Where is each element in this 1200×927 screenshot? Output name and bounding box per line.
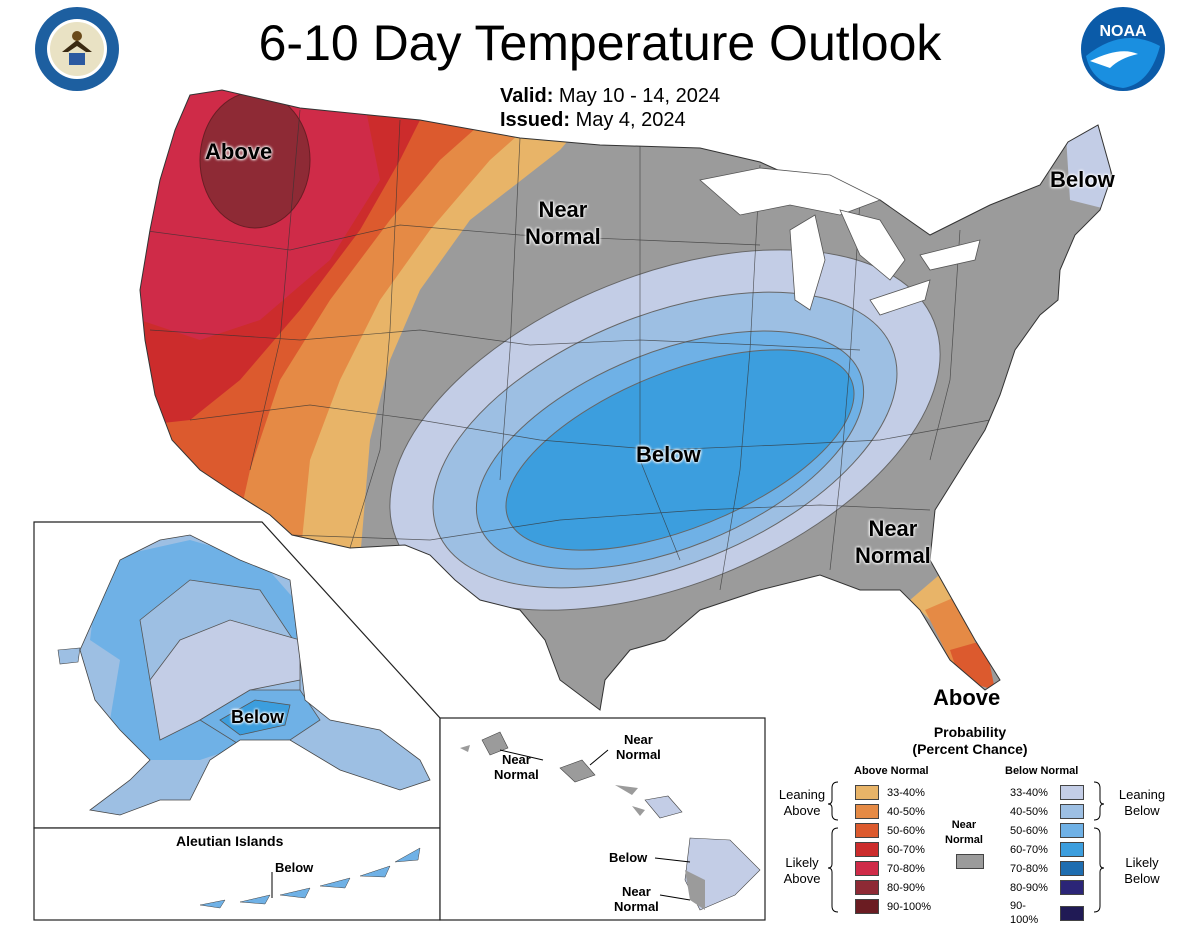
label-northeast: Below — [1050, 167, 1115, 192]
legend-below-swatch — [1060, 861, 1084, 876]
legend-above-range: 33-40% — [887, 786, 925, 799]
legend-likely-below: Likely Below — [1124, 855, 1160, 886]
legend-above-row: 70-80% — [855, 861, 925, 876]
legend-below-row: 80-90% — [1010, 880, 1084, 895]
legend-below-row: 40-50% — [1010, 804, 1084, 819]
legend-above-header: Above Normal — [854, 765, 929, 777]
legend-near-swatch — [956, 854, 984, 869]
hawaii-inset — [439, 717, 766, 921]
legend-leaning-above: Leaning Above — [778, 787, 826, 818]
page-title: 6-10 Day Temperature Outlook — [258, 15, 942, 71]
issued-label: Issued: — [500, 109, 571, 131]
legend-above-swatch — [855, 880, 879, 895]
legend-below-range: 80-90% — [1010, 881, 1048, 894]
legend-leaning-below: Leaning Below — [1118, 787, 1166, 818]
legend-below-swatch — [1060, 785, 1084, 800]
label-southeast: Near Normal — [855, 516, 931, 568]
legend-below-swatch — [1060, 905, 1084, 921]
legend-above-row: 90-100% — [855, 899, 931, 914]
svg-text:NOAA: NOAA — [1099, 23, 1147, 40]
legend-below-range: 33-40% — [1010, 786, 1048, 799]
legend-above-swatch — [855, 804, 879, 819]
great-lakes — [699, 167, 981, 316]
legend-title: Probability (Percent Chance) — [912, 724, 1028, 757]
legend-below-swatch — [1060, 823, 1084, 838]
legend-below-range: 60-70% — [1010, 843, 1048, 856]
legend-above-range: 50-60% — [887, 824, 925, 837]
legend-above-row: 80-90% — [855, 880, 925, 895]
legend-above-swatch — [855, 899, 879, 914]
valid-label: Valid: — [500, 85, 554, 107]
legend-likely-above: Likely Above — [783, 855, 821, 886]
legend-below-range: 50-60% — [1010, 824, 1048, 837]
label-alaska: Below — [231, 707, 285, 727]
legend-below-swatch — [1060, 804, 1084, 819]
legend-above-range: 40-50% — [887, 805, 925, 818]
label-hawaii-oahu: Near Normal — [616, 732, 661, 762]
legend-above-swatch — [855, 861, 879, 876]
legend-below-swatch — [1060, 842, 1084, 857]
alaska-inset — [33, 521, 441, 921]
legend-above-row: 60-70% — [855, 842, 925, 857]
legend-above-range: 90-100% — [887, 900, 932, 913]
legend-below-row: 60-70% — [1010, 842, 1084, 857]
legend-below-range: 40-50% — [1010, 805, 1048, 818]
legend-above-range: 80-90% — [887, 881, 925, 894]
label-aleutian: Below — [275, 860, 314, 875]
legend-above-row: 40-50% — [855, 804, 925, 819]
legend-near-label: Near Normal — [945, 819, 983, 846]
valid-dates: Valid: May 10 - 14, 2024 Issued: May 4, … — [500, 84, 720, 132]
legend-below-row: 90-100% — [1010, 899, 1084, 927]
legend-below-swatch — [1060, 880, 1084, 895]
noaa-logo: NOAA — [1081, 7, 1165, 91]
legend-below-row: 50-60% — [1010, 823, 1084, 838]
legend-above-range: 70-80% — [887, 862, 925, 875]
label-florida: Above — [933, 685, 1001, 710]
legend-above-swatch — [855, 785, 879, 800]
legend-below-range: 70-80% — [1010, 862, 1048, 875]
label-hawaii-big-south: Near Normal — [614, 884, 659, 914]
legend-below-header: Below Normal — [1005, 765, 1079, 777]
legend-above-row: 33-40% — [855, 785, 925, 800]
issued-value: May 4, 2024 — [575, 109, 686, 131]
legend-above-swatch — [855, 842, 879, 857]
legend-below-row: 33-40% — [1010, 785, 1084, 800]
label-northwest: Above — [205, 139, 273, 164]
legend-below-row: 70-80% — [1010, 861, 1084, 876]
valid-value: May 10 - 14, 2024 — [558, 85, 721, 107]
label-hawaii-big: Below — [609, 850, 648, 865]
legend-below-range: 90-100% — [1010, 900, 1039, 926]
legend-above-swatch — [855, 823, 879, 838]
legend-above-range: 60-70% — [887, 843, 925, 856]
legend-above-row: 50-60% — [855, 823, 925, 838]
label-central: Below — [636, 442, 701, 467]
label-hawaii-west: Near Normal — [494, 752, 539, 782]
label-plains: Near Normal — [525, 197, 601, 249]
aleutian-title: Aleutian Islands — [176, 833, 284, 849]
department-of-commerce-seal — [35, 7, 119, 91]
